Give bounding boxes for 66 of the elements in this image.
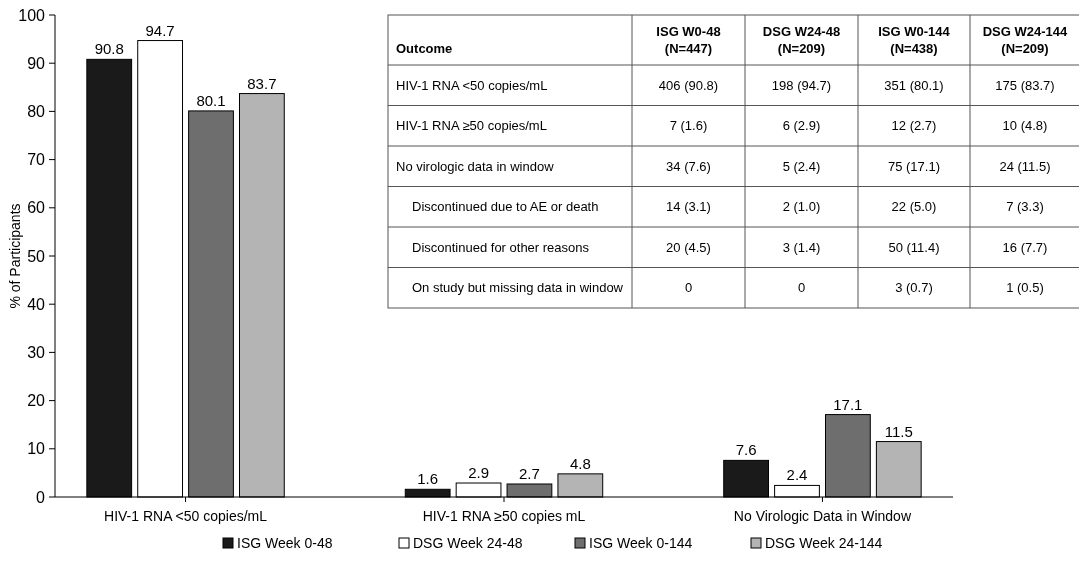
y-tick-label: 70 [27, 151, 46, 169]
y-tick-label: 20 [27, 392, 46, 410]
data-label: 7.6 [735, 441, 757, 459]
y-tick-label: 10 [27, 440, 46, 458]
text: 198 (94.7) [771, 77, 832, 93]
y-tick-label: 80 [27, 103, 46, 120]
data-label: 11.5 [884, 422, 913, 440]
text: Discontinued for other reasons [412, 239, 590, 255]
text: 0 [797, 280, 806, 296]
text: 75 (17.1) [887, 158, 941, 174]
y-axis-title: % of Participants [7, 203, 23, 309]
category-label: ISG W0-48 (N=447) [656, 24, 721, 56]
text: 14 (3.1) [666, 199, 711, 215]
y-tick-label: 90 [27, 54, 46, 72]
x-tick-label: HIV-1 RNA ≥50 copies mL [422, 508, 586, 524]
data-label: 90.8 [94, 40, 124, 58]
x-tick-label: No Virologic Data in Window [733, 508, 912, 524]
text: 50 (11.4) [888, 239, 940, 255]
text: On study but missing data in window [412, 280, 623, 296]
text: Discontinued due to AE or death [412, 199, 599, 215]
category-label: DSG W24-144 (N=209) [982, 24, 1069, 56]
text: HIV-1 RNA ≥50 copies/mL [396, 118, 547, 134]
text: 34 (7.6) [666, 158, 711, 174]
y-tick-label: 60 [27, 199, 46, 217]
text: 7 (3.3) [1006, 199, 1044, 215]
text: 10 (4.8) [1002, 118, 1048, 134]
data-label: 94.7 [145, 21, 175, 39]
category-label: DSG W24-48 (N=209) [762, 24, 841, 56]
legend-label: ISG Week 0-144 [589, 535, 693, 551]
text: 20 (4.5) [666, 239, 711, 255]
text: 406 (90.8) [658, 77, 719, 93]
data-label: 80.1 [196, 91, 226, 109]
y-tick-label: 0 [36, 488, 46, 506]
text: 1 (0.5) [1006, 280, 1044, 296]
text: 3 (1.4) [782, 239, 821, 255]
legend-label: DSG Week 24-48 [413, 535, 523, 551]
text: 24 (11.5) [999, 158, 1051, 174]
text: 0 [684, 280, 693, 296]
text: 6 (2.9) [782, 118, 821, 134]
text: 7 (1.6) [669, 118, 708, 134]
y-tick-label: 50 [27, 247, 46, 265]
text: 175 (83.7) [995, 77, 1055, 93]
text: 12 (2.7) [891, 118, 937, 134]
text: No virologic data in window [396, 158, 554, 174]
text: 5 (2.4) [782, 158, 821, 174]
y-tick-label: 100 [18, 6, 46, 24]
text: HIV-1 RNA <50 copies/mL [396, 77, 548, 93]
y-tick-label: 40 [27, 295, 46, 313]
legend-label: DSG Week 24-144 [765, 535, 883, 551]
data-label: 2.4 [786, 466, 808, 484]
data-label: 1.6 [417, 470, 439, 488]
data-label: 2.9 [468, 464, 489, 482]
text: 351 (80.1) [884, 77, 944, 93]
legend-label: ISG Week 0-48 [237, 535, 333, 551]
data-label: 2.7 [519, 464, 540, 482]
category-label: ISG W0-144 (N=438) [878, 24, 951, 56]
text: 3 (0.7) [895, 280, 933, 296]
data-label: 17.1 [833, 395, 863, 413]
data-label: 4.8 [569, 454, 591, 472]
y-tick-label: 30 [27, 344, 46, 361]
text: 2 (1.0) [782, 199, 821, 215]
data-label: 83.7 [247, 74, 277, 92]
x-tick-label: HIV-1 RNA <50 copies/mL [104, 508, 268, 524]
category-label: Outcome [396, 41, 453, 56]
text: 16 (7.7) [1002, 239, 1048, 255]
text: 22 (5.0) [891, 199, 937, 215]
